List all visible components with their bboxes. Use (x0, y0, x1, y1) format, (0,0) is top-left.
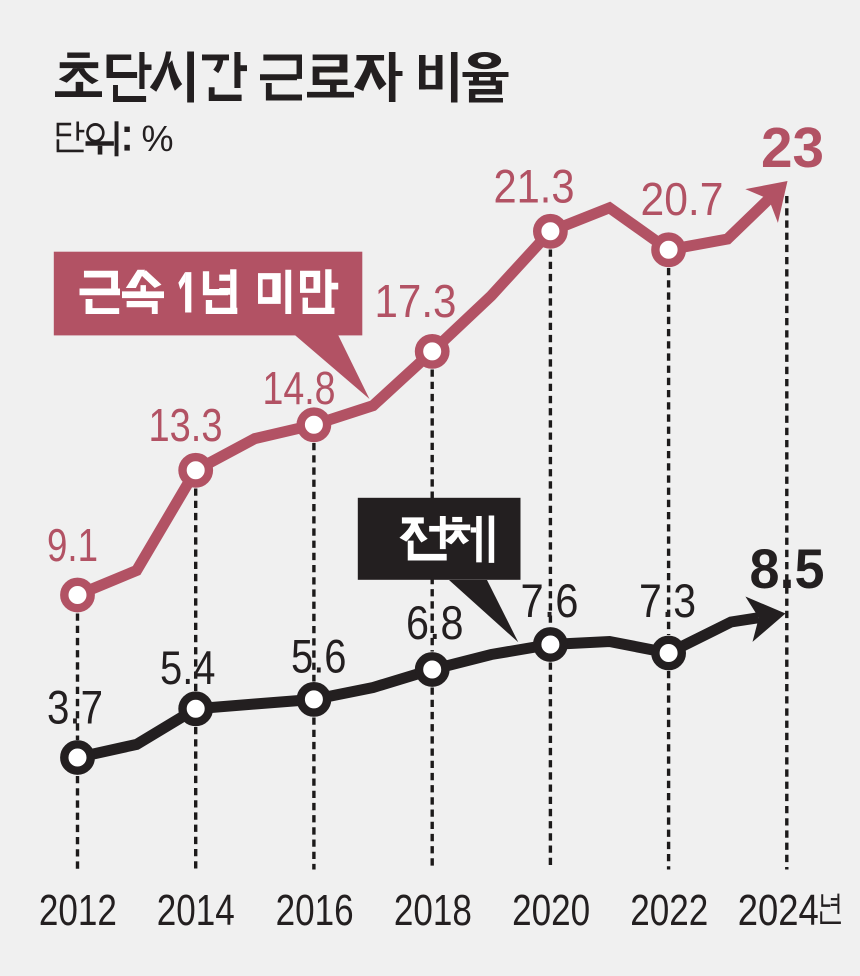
svg-text:2014: 2014 (157, 886, 235, 935)
svg-text:17.3: 17.3 (375, 275, 457, 327)
svg-text:5.4: 5.4 (160, 641, 216, 694)
svg-text:2012: 2012 (39, 886, 117, 935)
svg-text:3.7: 3.7 (47, 681, 103, 734)
svg-text:2020: 2020 (512, 886, 590, 935)
svg-text:5.6: 5.6 (291, 630, 347, 683)
svg-text:14.8: 14.8 (263, 362, 336, 414)
svg-text:%: % (142, 118, 174, 159)
svg-text:13.3: 13.3 (149, 399, 223, 451)
svg-text:2018: 2018 (394, 886, 472, 935)
svg-text:9.1: 9.1 (47, 519, 98, 571)
svg-text:2016: 2016 (276, 886, 354, 935)
svg-text:20.7: 20.7 (641, 173, 724, 225)
svg-text:6.8: 6.8 (406, 596, 464, 649)
svg-text:2024: 2024 (738, 886, 819, 935)
svg-text:7.3: 7.3 (639, 574, 696, 627)
svg-text:2022: 2022 (630, 886, 708, 935)
svg-text:21.3: 21.3 (494, 161, 575, 214)
svg-text:23: 23 (761, 116, 824, 179)
svg-text:7.6: 7.6 (521, 574, 579, 627)
svg-text:8.5: 8.5 (750, 537, 825, 600)
